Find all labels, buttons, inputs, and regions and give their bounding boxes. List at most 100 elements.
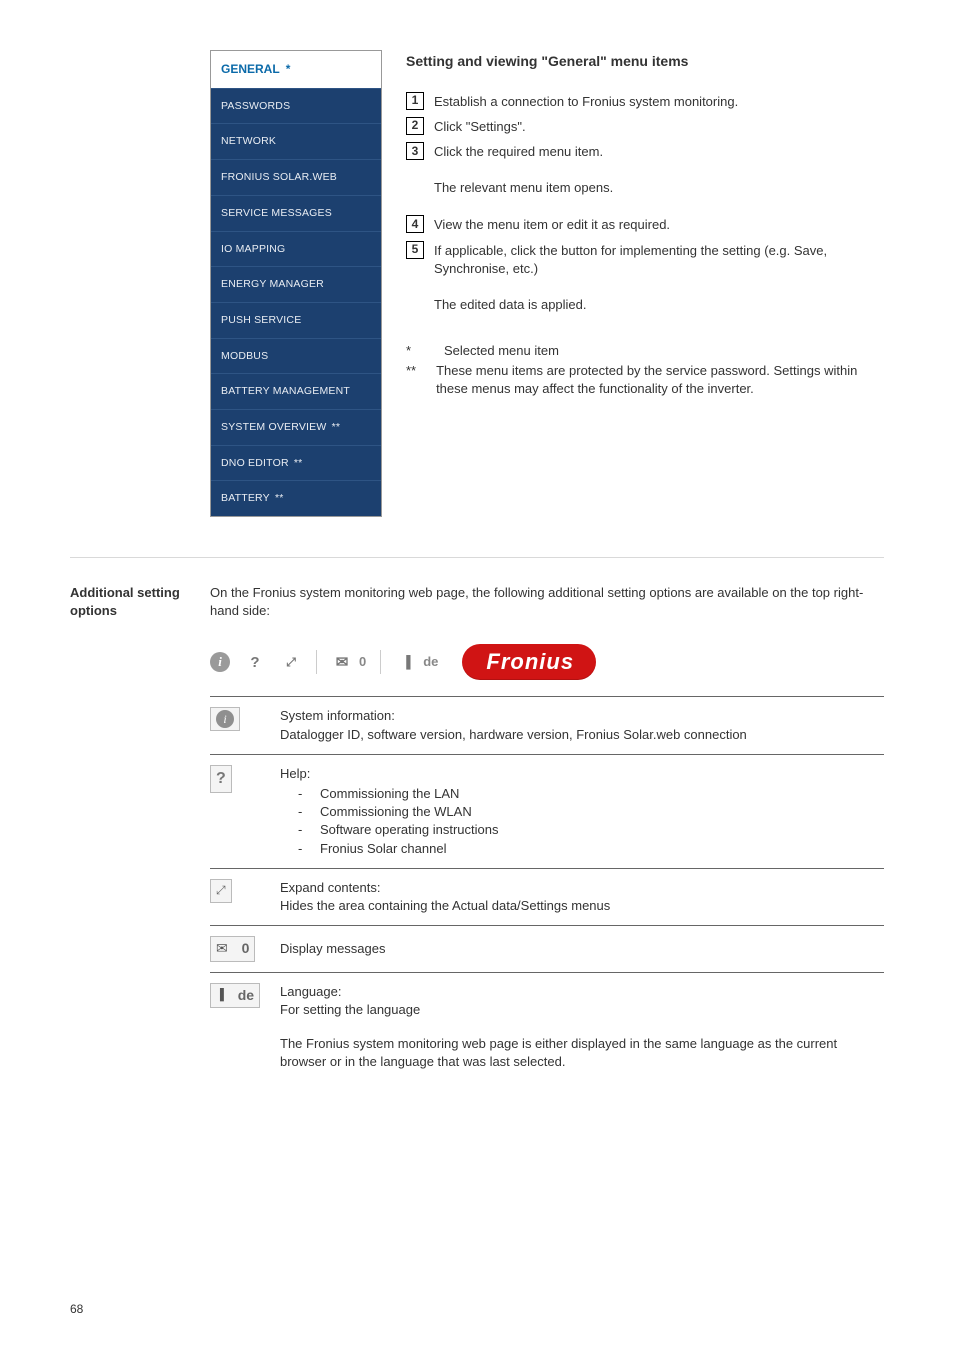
sidebar-header-label: GENERAL bbox=[221, 62, 279, 76]
option-body: Hides the area containing the Actual dat… bbox=[280, 897, 878, 915]
step-row: 4 View the menu item or edit it as requi… bbox=[406, 215, 884, 234]
flag-icon[interactable]: ▐ bbox=[395, 651, 417, 673]
sidebar-item-label: IO MAPPING bbox=[221, 243, 285, 255]
step-row: 3 Click the required menu item. bbox=[406, 142, 884, 161]
help-icon[interactable]: ? bbox=[244, 651, 266, 673]
list-item: Software operating instructions bbox=[320, 821, 498, 839]
footnote-mark: ** bbox=[406, 362, 418, 398]
sidebar-item-dno-editor[interactable]: DNO EDITOR ** bbox=[211, 445, 381, 481]
note-text: The relevant menu item opens. bbox=[434, 179, 884, 197]
sidebar-item-passwords[interactable]: PASSWORDS bbox=[211, 88, 381, 124]
sidebar-item-label: MODBUS bbox=[221, 350, 268, 362]
section-label-line: Additional setting bbox=[70, 585, 180, 600]
sidebar-item-label: PASSWORDS bbox=[221, 100, 290, 112]
footnote-text: Selected menu item bbox=[444, 342, 559, 360]
double-star-icon: ** bbox=[291, 457, 303, 469]
language-code: de bbox=[238, 986, 254, 1006]
step-number-icon: 1 bbox=[406, 92, 424, 110]
table-row: ? Help: -Commissioning the LAN -Commissi… bbox=[210, 754, 884, 868]
sidebar-item-label: SERVICE MESSAGES bbox=[221, 207, 332, 219]
flag-icon: ▐ bbox=[216, 988, 224, 1003]
messages-icon[interactable]: ✉ bbox=[331, 651, 353, 673]
section-label: Additional setting options bbox=[70, 584, 190, 1081]
sidebar-item-label: DNO EDITOR bbox=[221, 457, 289, 469]
table-row: ✉ 0 Display messages bbox=[210, 926, 884, 973]
expand-icon-box: ⤢ bbox=[210, 879, 232, 903]
sidebar-item-label: BATTERY MANAGEMENT bbox=[221, 385, 350, 397]
help-icon-box: ? bbox=[210, 765, 232, 793]
help-list: -Commissioning the LAN -Commissioning th… bbox=[298, 785, 878, 858]
sidebar-item-energy-manager[interactable]: ENERGY MANAGER bbox=[211, 266, 381, 302]
double-star-icon: ** bbox=[329, 421, 341, 433]
step-number-icon: 2 bbox=[406, 117, 424, 135]
sidebar-item-system-overview[interactable]: SYSTEM OVERVIEW ** bbox=[211, 409, 381, 445]
step-row: 2 Click "Settings". bbox=[406, 117, 884, 136]
sidebar-item-io-mapping[interactable]: IO MAPPING bbox=[211, 231, 381, 267]
table-row: i System information: Datalogger ID, sof… bbox=[210, 697, 884, 754]
sidebar-item-push-service[interactable]: PUSH SERVICE bbox=[211, 302, 381, 338]
option-body: Display messages bbox=[280, 940, 878, 958]
option-title: System information: bbox=[280, 707, 878, 725]
brand-logo: Fronius bbox=[462, 644, 596, 680]
sidebar-item-battery[interactable]: BATTERY ** bbox=[211, 480, 381, 516]
list-item: Commissioning the LAN bbox=[320, 785, 459, 803]
table-row: ▐ de Language: For setting the language … bbox=[210, 972, 884, 1081]
option-extra: The Fronius system monitoring web page i… bbox=[280, 1035, 878, 1071]
step-number-icon: 3 bbox=[406, 142, 424, 160]
language-icon-box: ▐ de bbox=[210, 983, 260, 1009]
sidebar-header-star: * bbox=[286, 62, 291, 76]
messages-count: 0 bbox=[359, 653, 366, 671]
section-label-line: options bbox=[70, 602, 190, 620]
messages-count: 0 bbox=[242, 939, 250, 959]
info-icon: i bbox=[216, 710, 234, 728]
expand-icon: ⤢ bbox=[216, 882, 226, 899]
sidebar-item-modbus[interactable]: MODBUS bbox=[211, 338, 381, 374]
sidebar-item-label: NETWORK bbox=[221, 135, 276, 147]
step-number-icon: 5 bbox=[406, 241, 424, 259]
option-body: For setting the language bbox=[280, 1001, 878, 1019]
messages-icon-box: ✉ 0 bbox=[210, 936, 255, 962]
list-item: Commissioning the WLAN bbox=[320, 803, 472, 821]
sidebar-item-battery-management[interactable]: BATTERY MANAGEMENT bbox=[211, 373, 381, 409]
divider bbox=[70, 557, 884, 558]
language-code: de bbox=[423, 653, 438, 671]
expand-icon[interactable]: ⤢ bbox=[280, 651, 302, 673]
step-text: View the menu item or edit it as require… bbox=[434, 215, 670, 234]
step-number-icon: 4 bbox=[406, 215, 424, 233]
sidebar-item-network[interactable]: NETWORK bbox=[211, 123, 381, 159]
step-row: 5 If applicable, click the button for im… bbox=[406, 241, 884, 278]
footnotes: * Selected menu item ** These menu items… bbox=[406, 342, 884, 399]
option-title: Language: bbox=[280, 983, 878, 1001]
sidebar-item-solarweb[interactable]: FRONIUS SOLAR.WEB bbox=[211, 159, 381, 195]
sidebar-item-label: ENERGY MANAGER bbox=[221, 278, 324, 290]
footnote-mark: * bbox=[406, 342, 426, 360]
step-text: Click the required menu item. bbox=[434, 142, 603, 161]
instructions-column: Setting and viewing "General" menu items… bbox=[406, 50, 884, 517]
settings-sidebar: GENERAL * PASSWORDS NETWORK FRONIUS SOLA… bbox=[210, 50, 382, 517]
options-toolbar: i ? ⤢ ✉ 0 ▐ de Fronius bbox=[210, 638, 884, 697]
sidebar-item-label: SYSTEM OVERVIEW bbox=[221, 421, 327, 433]
help-icon: ? bbox=[216, 768, 226, 790]
intro-paragraph: On the Fronius system monitoring web pag… bbox=[210, 584, 884, 620]
sidebar-item-label: BATTERY bbox=[221, 492, 270, 504]
table-row: ⤢ Expand contents: Hides the area contai… bbox=[210, 868, 884, 925]
options-table: i System information: Datalogger ID, sof… bbox=[210, 697, 884, 1081]
sidebar-item-label: PUSH SERVICE bbox=[221, 314, 301, 326]
sidebar-item-label: FRONIUS SOLAR.WEB bbox=[221, 171, 337, 183]
double-star-icon: ** bbox=[272, 492, 284, 504]
sidebar-header: GENERAL * bbox=[211, 51, 381, 88]
info-icon-box: i bbox=[210, 707, 240, 731]
sidebar-item-service-messages[interactable]: SERVICE MESSAGES bbox=[211, 195, 381, 231]
step-text: Click "Settings". bbox=[434, 117, 526, 136]
footnote-text: These menu items are protected by the se… bbox=[436, 362, 884, 398]
page-number: 68 bbox=[70, 1301, 884, 1318]
note-text: The edited data is applied. bbox=[434, 296, 884, 314]
info-icon[interactable]: i bbox=[210, 652, 230, 672]
toolbar-separator bbox=[316, 650, 317, 674]
toolbar-separator bbox=[380, 650, 381, 674]
envelope-icon: ✉ bbox=[216, 939, 228, 959]
step-row: 1 Establish a connection to Fronius syst… bbox=[406, 92, 884, 111]
step-text: Establish a connection to Fronius system… bbox=[434, 92, 738, 111]
section-heading: Setting and viewing "General" menu items bbox=[406, 52, 884, 72]
option-body: Datalogger ID, software version, hardwar… bbox=[280, 726, 878, 744]
